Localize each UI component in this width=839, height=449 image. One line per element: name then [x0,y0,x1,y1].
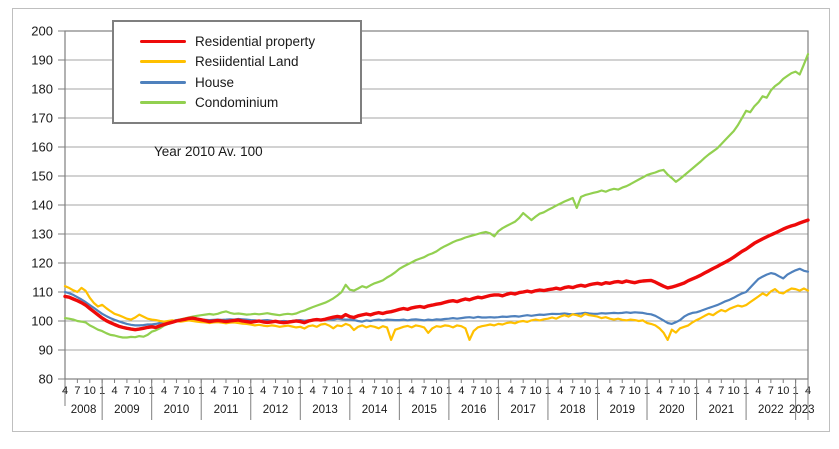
svg-text:10: 10 [282,385,294,397]
series-lines [63,53,810,341]
svg-text:10: 10 [381,385,393,397]
index-base-note: Year 2010 Av. 100 [154,144,263,159]
svg-text:7: 7 [669,385,675,397]
legend-swatch-condominium [140,101,186,105]
svg-text:90: 90 [39,343,53,358]
svg-text:7: 7 [173,385,179,397]
series-line-residential-property [63,218,810,332]
legend-item-condominium: Condominium [140,95,360,110]
svg-text:180: 180 [31,82,53,97]
svg-text:2021: 2021 [709,404,735,416]
svg-text:4: 4 [111,385,117,397]
svg-text:2008: 2008 [71,404,97,416]
y-axis: 80 90 100 110 120 130 140 150 160 170 180 190 200 [31,24,65,387]
svg-text:2010: 2010 [164,404,190,416]
svg-text:4: 4 [557,385,563,397]
svg-text:170: 170 [31,111,53,126]
svg-text:2023: 2023 [789,404,815,416]
legend-swatch-house [140,80,186,84]
svg-text:10: 10 [678,385,690,397]
svg-text:7: 7 [570,385,576,397]
svg-text:2019: 2019 [609,404,635,416]
svg-text:120: 120 [31,256,53,271]
svg-text:7: 7 [619,385,625,397]
svg-text:4: 4 [62,385,68,397]
svg-text:7: 7 [223,385,229,397]
series-line-resiidential-land [63,285,810,341]
svg-text:190: 190 [31,53,53,68]
svg-text:10: 10 [331,385,343,397]
svg-text:4: 4 [458,385,464,397]
svg-text:7: 7 [272,385,278,397]
svg-text:7: 7 [768,385,774,397]
svg-text:2020: 2020 [659,404,685,416]
svg-text:10: 10 [728,385,740,397]
figure-border [12,8,830,432]
svg-text:150: 150 [31,169,53,184]
legend-swatch-residential-property [140,39,186,43]
svg-text:2012: 2012 [263,404,289,416]
svg-text:110: 110 [32,285,53,300]
svg-text:100: 100 [31,314,53,329]
x-axis: 4710147101471014710147101471014710147101… [62,379,811,420]
svg-text:10: 10 [430,385,442,397]
legend-item-house: House [140,75,360,90]
svg-text:10: 10 [84,385,96,397]
svg-text:2011: 2011 [214,404,239,416]
svg-text:2013: 2013 [312,404,338,416]
svg-text:4: 4 [310,385,316,397]
svg-text:10: 10 [777,385,789,397]
svg-text:4: 4 [706,385,712,397]
legend-label-condominium: Condominium [195,95,279,111]
svg-text:2016: 2016 [461,404,487,416]
svg-text:4: 4 [161,385,167,397]
svg-text:2018: 2018 [560,404,586,416]
svg-text:7: 7 [124,385,130,397]
legend-swatch-residential-land [140,60,186,64]
svg-text:140: 140 [31,198,53,213]
svg-text:10: 10 [133,385,145,397]
x-axis-years: 2008 2009 2010 2011 2012 2013 2014 2015 2016 2017… [71,404,815,416]
svg-text:2015: 2015 [411,404,437,416]
svg-text:4: 4 [508,385,514,397]
svg-text:4: 4 [607,385,613,397]
svg-text:4: 4 [359,385,365,397]
svg-text:7: 7 [322,385,328,397]
svg-text:2014: 2014 [362,404,388,416]
svg-text:7: 7 [372,385,378,397]
svg-text:7: 7 [74,385,80,397]
svg-text:10: 10 [579,385,591,397]
svg-text:10: 10 [232,385,244,397]
svg-text:80: 80 [39,372,53,387]
svg-text:2022: 2022 [758,404,784,416]
svg-text:10: 10 [529,385,541,397]
svg-text:10: 10 [183,385,195,397]
legend-label-residential-land: Resiidential Land [195,54,299,70]
legend-label-residential-property: Residential property [195,33,316,49]
svg-text:4: 4 [755,385,761,397]
svg-text:4: 4 [409,385,415,397]
svg-text:7: 7 [421,385,427,397]
svg-text:2009: 2009 [114,404,140,416]
svg-text:4: 4 [656,385,662,397]
svg-text:4: 4 [211,385,217,397]
svg-text:130: 130 [31,227,53,242]
legend-label-house: House [195,74,235,90]
legend-item-residential-land: Resiidential Land [140,54,360,69]
svg-text:7: 7 [718,385,724,397]
svg-text:200: 200 [31,24,53,39]
svg-text:10: 10 [629,385,641,397]
legend-item-residential-property: Residential property [140,34,360,49]
svg-text:4: 4 [260,385,266,397]
svg-text:160: 160 [31,140,53,155]
svg-text:7: 7 [471,385,477,397]
svg-text:2017: 2017 [510,404,536,416]
legend: Residential property Resiidential Land H… [112,20,362,124]
svg-text:7: 7 [520,385,526,397]
svg-text:10: 10 [480,385,492,397]
